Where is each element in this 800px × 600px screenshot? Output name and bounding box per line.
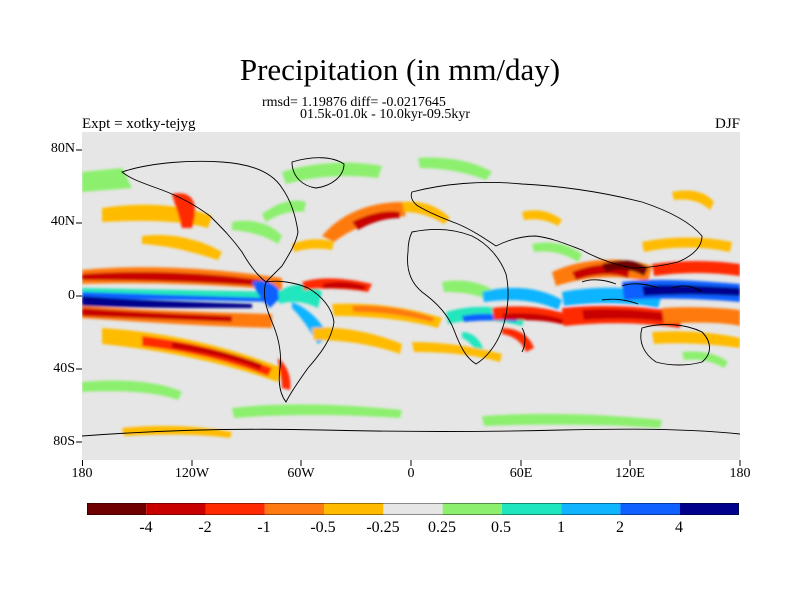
colorbar-label: -0.5 <box>310 519 336 536</box>
plot-title: Precipitation (in mm/day) <box>239 52 561 87</box>
lon-tick-label: 60E <box>509 466 533 481</box>
colorbar-swatch <box>679 503 739 515</box>
lon-tick-label: 60W <box>287 466 315 481</box>
colorbar-swatch <box>442 503 502 515</box>
season-label: DJF <box>714 116 740 132</box>
lon-tick-label: 120W <box>174 466 210 481</box>
colorbar-label: -4 <box>139 519 153 536</box>
colorbar-swatch <box>383 503 443 515</box>
precip-anomaly-field <box>82 157 740 438</box>
experiment-label: Expt = xotky-tejyg <box>82 116 196 132</box>
colorbar-label: -0.25 <box>366 519 400 536</box>
stats-line-rmsd: rmsd= 1.19876 diff= -0.0217645 <box>262 95 446 110</box>
lon-tick-label: 180 <box>729 466 751 481</box>
lon-tick-label: 180 <box>71 466 93 481</box>
colorbar-label: -2 <box>198 519 212 536</box>
colorbar-swatch <box>87 503 147 515</box>
colorbar-label: 1 <box>557 519 565 536</box>
colorbar-swatch <box>561 503 621 515</box>
colorbar-label: 0.5 <box>491 519 511 536</box>
colorbar-label: 4 <box>675 519 683 536</box>
colorbar-swatch <box>205 503 265 515</box>
lon-tick-label: 120E <box>615 466 645 481</box>
coastlines <box>82 157 740 437</box>
lat-tick-label: 40N <box>50 214 75 229</box>
lat-tick-label: 80S <box>53 434 75 449</box>
lat-tick-marks <box>76 149 82 443</box>
lat-tick-label: 0 <box>68 288 75 303</box>
stats-line-period: 01.5k-01.0k - 10.0kyr-09.5kyr <box>300 107 471 122</box>
lat-tick-label: 80N <box>50 141 75 156</box>
colorbar-label: 2 <box>616 519 624 536</box>
lat-tick-label: 40S <box>53 361 75 376</box>
lon-tick-marks <box>82 460 741 466</box>
precipitation-map <box>82 132 740 460</box>
lon-tick-label: 0 <box>407 466 415 481</box>
colorbar <box>87 503 739 515</box>
colorbar-label: -1 <box>257 519 271 536</box>
colorbar-swatch <box>620 503 680 515</box>
colorbar-swatch <box>324 503 384 515</box>
colorbar-label: 0.25 <box>428 519 456 536</box>
colorbar-swatch <box>501 503 562 515</box>
colorbar-swatch <box>146 503 206 515</box>
colorbar-swatch <box>264 503 325 515</box>
